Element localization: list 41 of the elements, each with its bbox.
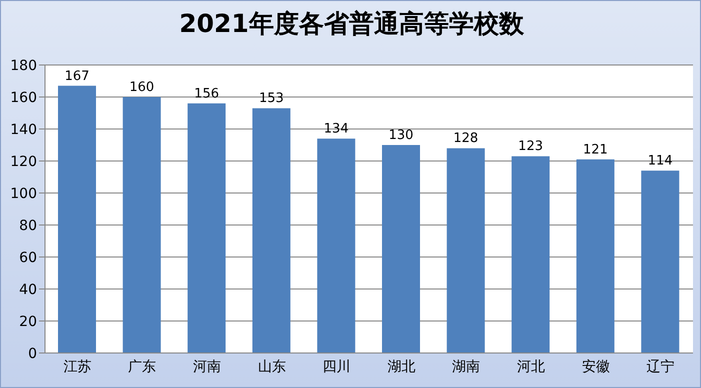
y-tick-label: 100 — [10, 186, 37, 202]
x-tick-label: 江苏 — [63, 358, 92, 375]
x-tick-label: 河南 — [193, 358, 221, 375]
bar — [382, 145, 420, 353]
y-tick-label: 40 — [19, 282, 37, 298]
y-tick-label: 80 — [19, 218, 37, 234]
x-tick-label: 辽宁 — [646, 358, 675, 375]
bar — [446, 148, 485, 353]
data-label: 123 — [518, 139, 544, 154]
x-tick-label: 湖南 — [452, 358, 480, 375]
x-tick-label: 河北 — [517, 358, 545, 375]
x-tick-label: 四川 — [322, 358, 351, 375]
y-tick-label: 180 — [10, 58, 37, 74]
bar — [188, 103, 226, 353]
data-label: 128 — [453, 131, 478, 146]
bar — [641, 170, 680, 353]
bar — [58, 86, 96, 353]
data-label: 160 — [129, 80, 154, 95]
y-tick-label: 140 — [10, 122, 37, 138]
bar — [317, 138, 356, 353]
data-label: 156 — [194, 86, 220, 102]
x-tick-label: 广东 — [128, 358, 156, 375]
y-tick-label: 20 — [19, 314, 37, 330]
bar — [512, 156, 550, 353]
chart-title: 2021年度各省普通高等学校数 — [178, 8, 525, 40]
x-tick-label: 湖北 — [387, 358, 416, 375]
data-label: 167 — [64, 68, 90, 84]
y-tick-label: 0 — [28, 346, 37, 362]
x-tick-label: 山东 — [258, 358, 286, 375]
data-label: 134 — [324, 122, 349, 137]
y-tick-label: 60 — [19, 250, 37, 266]
bar — [576, 159, 614, 353]
data-label: 121 — [582, 142, 608, 158]
y-tick-label: 160 — [10, 90, 37, 106]
bar — [252, 108, 290, 353]
data-label: 153 — [258, 91, 284, 106]
data-label: 114 — [648, 154, 673, 169]
bar — [122, 97, 161, 353]
data-label: 130 — [388, 128, 414, 143]
x-tick-label: 安徽 — [582, 358, 610, 375]
y-tick-label: 120 — [10, 154, 37, 170]
